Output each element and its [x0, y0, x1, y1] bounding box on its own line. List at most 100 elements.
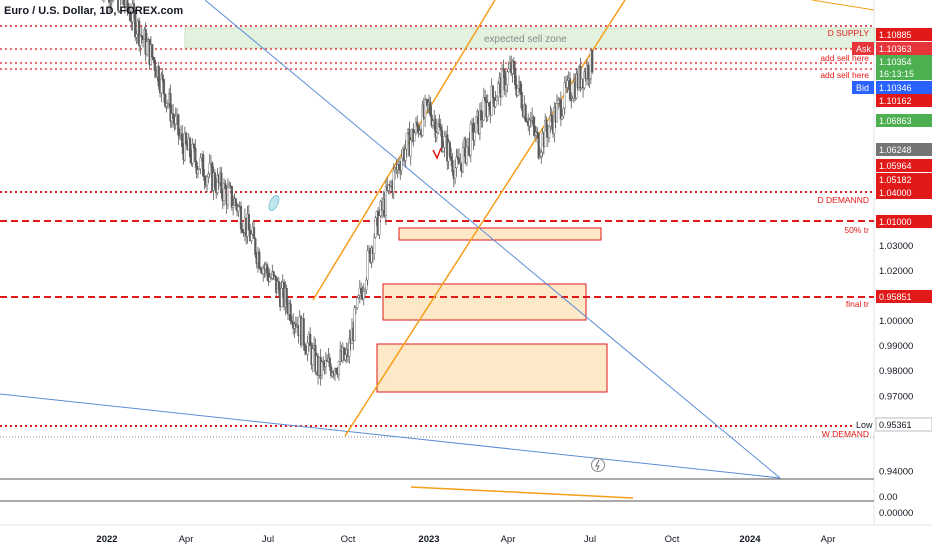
lower-pane-tick: 0.00000 — [879, 508, 913, 519]
trend-line-down[interactable] — [204, 0, 781, 479]
y-tick-label: 1.00000 — [879, 316, 913, 327]
x-tick-label: Apr — [179, 534, 194, 545]
x-tick-label: Jul — [584, 534, 596, 545]
candle-body — [409, 139, 412, 157]
final-tr-box[interactable] — [382, 283, 587, 321]
candle-body — [203, 176, 206, 181]
candle-body — [356, 297, 359, 308]
x-tick-label: Jul — [262, 534, 274, 545]
candle-body — [435, 132, 438, 138]
price-label-box — [876, 290, 932, 303]
candle-body — [548, 126, 551, 138]
final-tr-label: final tr — [846, 299, 869, 309]
candle-body — [232, 205, 235, 208]
candle-body — [486, 102, 489, 117]
candle-body — [538, 155, 542, 159]
candle-body — [205, 176, 209, 186]
candle-body — [455, 156, 458, 169]
cyan-marker — [268, 195, 280, 211]
candle-body — [528, 119, 531, 127]
price-label-text: 16:13:15 — [879, 69, 914, 79]
candle-body — [451, 160, 454, 173]
w-demand-box[interactable] — [376, 343, 608, 393]
trend-line-lower[interactable] — [0, 393, 781, 479]
y-tick-label: 0.98000 — [879, 366, 913, 377]
candle-body — [478, 110, 482, 134]
candle-body — [145, 41, 149, 55]
candles — [102, 0, 594, 386]
candle-body — [387, 184, 390, 191]
candle-body — [544, 119, 547, 147]
candle-body — [487, 102, 491, 107]
candle-body — [533, 126, 536, 136]
candle-body — [273, 275, 277, 277]
candle-body — [507, 68, 510, 72]
candle-body — [520, 92, 523, 109]
candle-body — [413, 132, 416, 142]
candle-body — [252, 227, 256, 239]
price-label-text: 1.10363 — [879, 44, 912, 54]
candle-body — [357, 295, 360, 299]
candle-body — [192, 144, 196, 149]
price-label-text: 0.95361 — [879, 420, 912, 430]
price-label-box — [876, 215, 932, 228]
price-labels: 1.10885 1.10363 Ask 1.10354 16:13:15 1.10346 B… — [852, 28, 932, 432]
price-label-text: 1.10346 — [879, 83, 912, 93]
candle-body — [484, 97, 487, 101]
price-label-box — [876, 55, 932, 68]
candle-body — [404, 149, 407, 161]
candle-body — [456, 156, 459, 159]
candle-body — [501, 68, 504, 98]
price-label-text: 1.10162 — [879, 96, 912, 106]
candle-body — [272, 271, 275, 276]
candle-body — [216, 174, 219, 193]
candle-body — [254, 238, 257, 255]
candle-body — [152, 57, 155, 61]
price-label-text: 1.06248 — [879, 145, 912, 155]
x-tick-label: 2023 — [418, 534, 439, 545]
candle-body — [482, 97, 485, 121]
candle-body — [400, 157, 403, 172]
candle-body — [118, 0, 121, 11]
candle-body — [378, 215, 381, 235]
candle-body — [122, 0, 125, 5]
plot-area[interactable] — [0, 0, 874, 525]
lower-pane-orange — [410, 486, 634, 499]
candle-body — [481, 119, 484, 122]
candle-body — [169, 93, 172, 122]
candle-body — [448, 142, 451, 157]
candle-body — [469, 124, 472, 156]
candle-body — [525, 120, 529, 123]
x-tick-label: Oct — [665, 534, 680, 545]
level-annotations: D SUPPLY add sell here add sell here D D… — [818, 28, 870, 439]
candle-body — [348, 338, 351, 357]
candle-body — [177, 114, 180, 136]
price-label-box — [876, 159, 932, 172]
lightning-icon[interactable] — [591, 458, 605, 472]
price-tag-box — [852, 42, 874, 55]
candle-body — [392, 170, 395, 193]
price-label-box — [876, 42, 932, 55]
candle-body — [139, 35, 142, 46]
candle-body — [208, 163, 211, 175]
candle-body — [207, 173, 210, 178]
candle-body — [306, 342, 309, 355]
candle-body — [174, 116, 177, 125]
candle-body — [366, 250, 369, 281]
candle-body — [454, 167, 457, 179]
channel-top-right[interactable] — [811, 0, 875, 11]
candle-body — [373, 236, 376, 254]
sell-zone-box[interactable] — [184, 27, 876, 49]
candle-body — [417, 126, 420, 134]
candle-body — [490, 86, 493, 116]
price-label-box — [876, 186, 932, 199]
price-label-box — [876, 28, 932, 41]
red-check-mark — [432, 147, 442, 160]
price-tag-box — [852, 418, 874, 431]
candle-body — [194, 147, 197, 163]
candle-body — [160, 74, 163, 94]
candle-body — [125, 0, 128, 8]
tr50-box[interactable] — [398, 227, 602, 241]
candle-body — [474, 116, 478, 133]
